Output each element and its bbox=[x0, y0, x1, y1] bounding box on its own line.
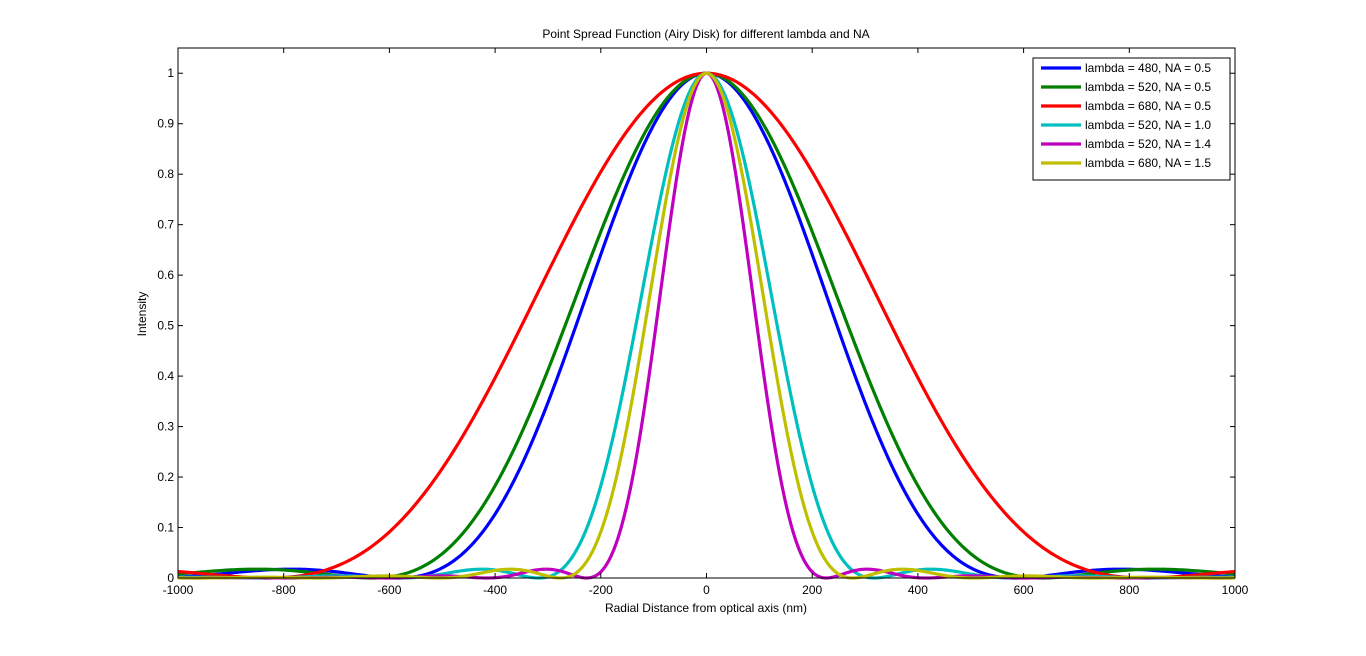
x-tick-label: -1000 bbox=[163, 583, 194, 597]
legend-label: lambda = 520, NA = 0.5 bbox=[1085, 80, 1211, 94]
y-tick-label: 0.5 bbox=[157, 319, 174, 333]
legend-box bbox=[1032, 57, 1231, 181]
y-tick-label: 0 bbox=[167, 571, 174, 585]
x-axis-label: Radial Distance from optical axis (nm) bbox=[605, 601, 807, 615]
y-tick-label: 0.4 bbox=[157, 369, 174, 383]
x-tick-label: 800 bbox=[1119, 583, 1139, 597]
x-tick-label: 400 bbox=[908, 583, 928, 597]
y-tick-label: 0.8 bbox=[157, 167, 174, 181]
y-tick-label: 0.1 bbox=[157, 521, 174, 535]
y-axis-label: Intensity bbox=[135, 292, 149, 337]
y-tick-label: 0.6 bbox=[157, 268, 174, 282]
x-tick-label: 600 bbox=[1014, 583, 1034, 597]
x-tick-label: -200 bbox=[589, 583, 613, 597]
legend-label: lambda = 680, NA = 0.5 bbox=[1085, 99, 1211, 113]
x-tick-label: 1000 bbox=[1222, 583, 1249, 597]
legend-label: lambda = 520, NA = 1.0 bbox=[1085, 118, 1211, 132]
y-tick-label: 0.9 bbox=[157, 117, 174, 131]
legend-label: lambda = 680, NA = 1.5 bbox=[1085, 156, 1211, 170]
y-tick-label: 0.3 bbox=[157, 420, 174, 434]
ticks-layer: -1000 -800 -600 -400 -200 0 200 400 600 800 1000 0 0… bbox=[157, 48, 1249, 597]
y-tick-label: 0.2 bbox=[157, 470, 174, 484]
x-tick-label: -600 bbox=[377, 583, 401, 597]
legend: lambda = 480, NA = 0.5 lambda = 520, NA =… bbox=[1032, 57, 1231, 181]
x-tick-label: -800 bbox=[272, 583, 296, 597]
series-layer bbox=[177, 71, 1236, 580]
x-tick-label: 0 bbox=[703, 583, 710, 597]
y-tick-label: 1 bbox=[167, 66, 174, 80]
y-tick-label: 0.7 bbox=[157, 218, 174, 232]
x-tick-label: 200 bbox=[802, 583, 822, 597]
chart-title: Point Spread Function (Airy Disk) for di… bbox=[542, 27, 869, 41]
legend-label: lambda = 480, NA = 0.5 bbox=[1085, 61, 1211, 75]
x-tick-label: -400 bbox=[483, 583, 507, 597]
series-line-6 bbox=[177, 71, 1236, 580]
legend-label: lambda = 520, NA = 1.4 bbox=[1085, 137, 1211, 151]
